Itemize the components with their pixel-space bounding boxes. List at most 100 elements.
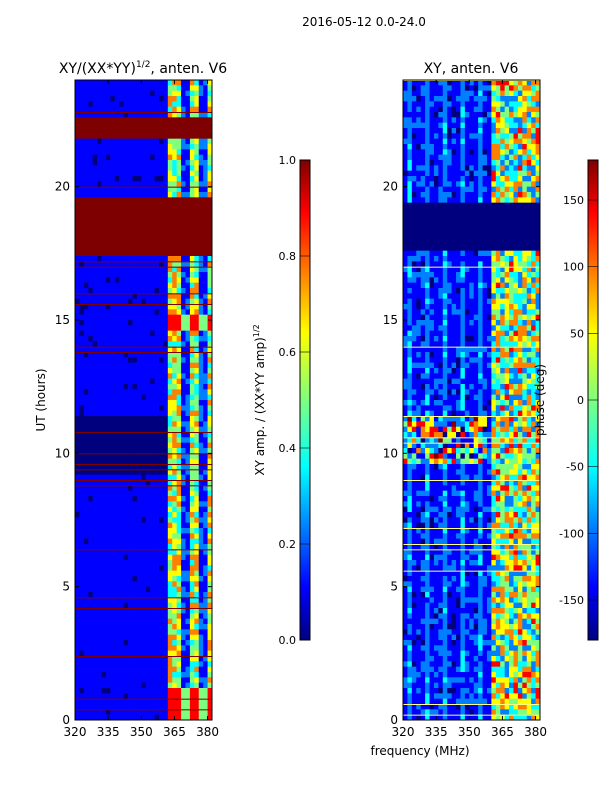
left-heatmap-cell [163, 213, 169, 220]
left-heatmap-cell [154, 629, 160, 636]
right-heatmap-cell [425, 80, 430, 86]
left-heatmap-cell [128, 570, 133, 577]
left-heatmap-cell [207, 442, 212, 449]
left-heatmap-cell [79, 602, 85, 609]
left-heatmap-cell [154, 325, 160, 332]
right-heatmap-cell [509, 197, 514, 204]
left-heatmap-cell [172, 704, 178, 710]
left-heatmap-cell [141, 213, 147, 220]
left-heatmap-cell [132, 704, 138, 710]
right-heatmap-cell [456, 277, 461, 284]
right-heatmap-cell [420, 261, 426, 268]
left-heatmap-cell [194, 122, 200, 129]
left-heatmap-cell [172, 357, 178, 364]
left-heatmap-cell [105, 144, 111, 150]
left-heatmap-cell [128, 85, 133, 92]
left-heatmap-cell [172, 304, 178, 310]
left-heatmap-cell [132, 117, 138, 124]
right-heatmap-cell [495, 186, 501, 193]
left-heatmap-cell [114, 373, 120, 380]
left-heatmap-cell [189, 389, 195, 396]
left-heatmap-cell [128, 704, 133, 710]
left-heatmap-cell [105, 592, 111, 598]
left-heatmap-cell [185, 90, 191, 97]
left-heatmap-cell [194, 378, 200, 385]
left-heatmap-cell [158, 256, 164, 262]
right-heatmap-cell [425, 192, 430, 198]
right-heatmap-cell [526, 192, 532, 198]
right-heatmap-cell [473, 176, 479, 182]
left-heatmap-cell [123, 298, 129, 305]
left-heatmap-cell [176, 224, 182, 230]
left-heatmap-cell [189, 240, 195, 246]
right-heatmap-cell [464, 138, 470, 145]
right-heatmap-cell [456, 208, 461, 214]
left-heatmap-cell [150, 208, 155, 214]
left-heatmap-cell [154, 672, 160, 678]
right-heatmap-cell [442, 144, 448, 150]
left-heatmap-cell [136, 640, 142, 646]
right-heatmap-cell [416, 218, 422, 225]
left-heatmap-cell [83, 373, 89, 380]
left-heatmap-cell [97, 693, 102, 700]
right-heatmap-cell [438, 128, 444, 134]
right-heatmap-cell [447, 117, 453, 124]
left-heatmap-cell [198, 272, 204, 278]
right-heatmap-cell [416, 266, 422, 273]
left-heatmap-cell [101, 325, 107, 332]
left-heatmap-cell [141, 576, 147, 582]
left-heatmap-cell [194, 176, 200, 182]
left-heatmap-cell [141, 341, 147, 348]
left-heatmap-cell [163, 453, 169, 460]
left-heatmap-cell [145, 522, 151, 529]
left-heatmap-cell [123, 80, 129, 86]
left-heatmap-cell [136, 458, 142, 465]
right-heatmap-cell [473, 282, 479, 289]
left-heatmap-cell [92, 453, 98, 460]
left-heatmap-cell [154, 645, 160, 652]
left-heatmap-cell [185, 314, 191, 321]
left-heatmap-cell [189, 373, 195, 380]
right-heatmap-cell [407, 234, 413, 241]
left-heatmap-cell [136, 672, 142, 678]
right-heatmap-cell [535, 138, 540, 145]
left-heatmap-cell [128, 688, 133, 694]
left-heatmap-cell [203, 229, 208, 236]
left-heatmap-cell [185, 586, 191, 593]
right-heatmap-cell [407, 85, 413, 92]
right-heatmap-cell [464, 266, 470, 273]
left-heatmap-cell [189, 704, 195, 710]
right-heatmap-cell [509, 160, 514, 166]
left-heatmap-cell [105, 640, 111, 646]
left-heatmap-cell [172, 480, 178, 486]
left-heatmap-cell [83, 405, 89, 412]
left-heatmap-cell [154, 490, 160, 497]
left-heatmap-cell [79, 234, 85, 241]
right-heatmap-cell [456, 229, 461, 236]
right-heatmap-cell [451, 218, 457, 225]
left-heatmap-cell [132, 410, 138, 417]
left-heatmap-cell [88, 192, 94, 198]
left-heatmap-cell [119, 224, 125, 230]
left-heatmap-cell [167, 400, 173, 406]
left-heatmap-cell [92, 618, 98, 625]
left-heatmap-cell [101, 714, 107, 720]
right-heatmap-cell [504, 229, 510, 236]
left-heatmap-cell [75, 202, 80, 209]
left-heatmap-cell [123, 304, 129, 310]
left-heatmap-cell [176, 384, 182, 390]
left-heatmap-cell [167, 389, 173, 396]
right-heatmap-cell [509, 106, 514, 113]
left-heatmap-cell [119, 522, 125, 529]
left-heatmap-cell [158, 352, 164, 358]
left-heatmap-cell [101, 213, 107, 220]
left-heatmap-cell [189, 320, 195, 326]
left-heatmap-cell [119, 586, 125, 593]
left-heatmap-cell [88, 410, 94, 417]
left-heatmap-cell [185, 448, 191, 454]
left-heatmap-cell [194, 485, 200, 492]
left-heatmap-cell [92, 357, 98, 364]
left-heatmap-cell [105, 101, 111, 108]
right-heatmap-cell [425, 85, 430, 92]
right-heatmap-cell [460, 96, 466, 102]
